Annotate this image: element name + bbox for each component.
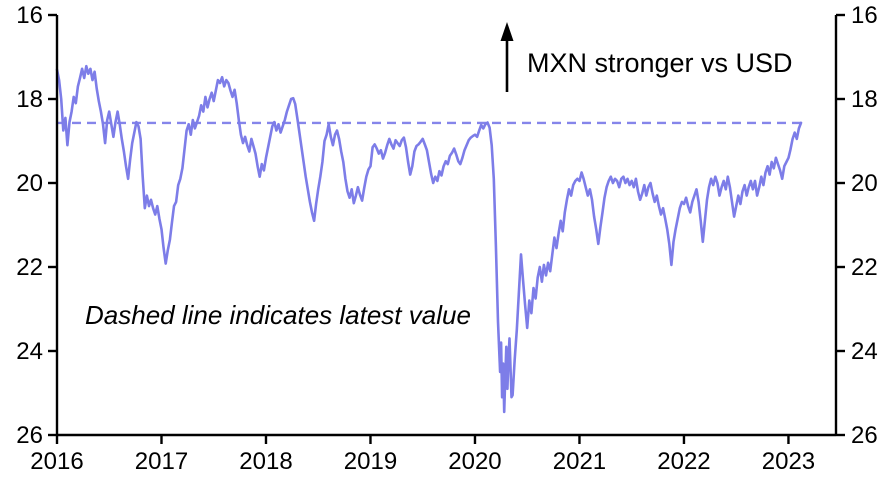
y-axis-tick-label-left: 20 xyxy=(16,170,43,197)
x-axis-tick-label: 2019 xyxy=(344,448,397,475)
y-axis-tick-label-left: 18 xyxy=(16,86,43,113)
y-axis-tick-label-left: 24 xyxy=(16,338,43,365)
axis-ticks xyxy=(48,13,845,444)
x-axis-tick-label: 2023 xyxy=(762,448,815,475)
y-axis-tick-label-left: 22 xyxy=(16,254,43,281)
x-axis-tick-label: 2020 xyxy=(448,448,501,475)
x-axis-tick-label: 2016 xyxy=(30,448,83,475)
x-axis-tick-label: 2021 xyxy=(553,448,606,475)
y-axis-tick-label-right: 26 xyxy=(851,422,878,449)
y-axis-tick-label-left: 16 xyxy=(16,2,43,29)
y-axis-tick-label-right: 20 xyxy=(851,170,878,197)
y-axis-tick-label-right: 24 xyxy=(851,338,878,365)
dashed-line-note: Dashed line indicates latest value xyxy=(85,300,471,330)
x-axis-tick-label: 2022 xyxy=(657,448,710,475)
arrow-up-icon xyxy=(500,22,514,92)
y-axis-tick-label-right: 16 xyxy=(851,2,878,29)
exchange-rate-line-series xyxy=(55,64,803,414)
y-axis-tick-label-right: 18 xyxy=(851,86,878,113)
axes-frame xyxy=(55,15,838,437)
arrow-annotation-label: MXN stronger vs USD xyxy=(527,48,793,78)
x-axis-tick-label: 2017 xyxy=(135,448,188,475)
y-axis-tick-label-right: 22 xyxy=(851,254,878,281)
x-axis-tick-label: 2018 xyxy=(239,448,292,475)
y-axis-tick-label-left: 26 xyxy=(16,422,43,449)
